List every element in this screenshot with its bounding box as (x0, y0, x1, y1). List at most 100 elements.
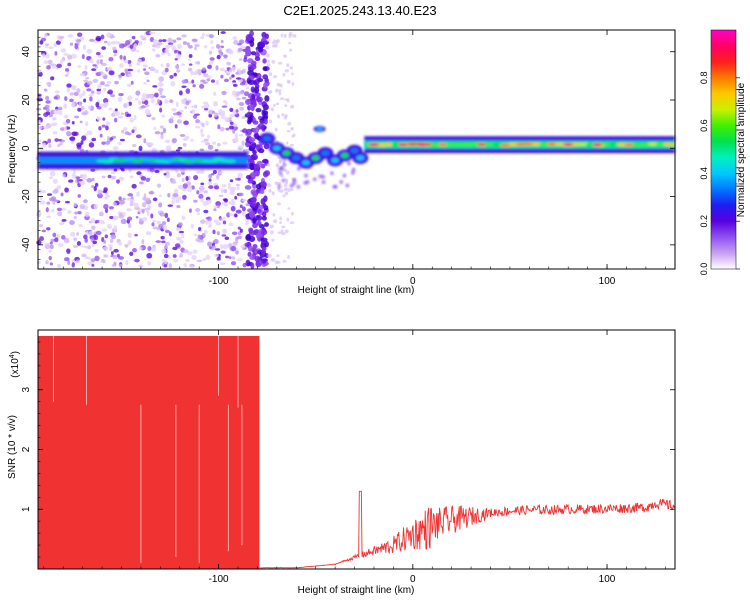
noise-speckle (286, 129, 291, 133)
noise-speckle (227, 183, 232, 187)
noise-speckle (250, 86, 255, 93)
noise-speckle (76, 88, 81, 94)
noise-speckle (110, 94, 116, 98)
noise-speckle (190, 223, 194, 229)
noise-speckle (161, 240, 166, 244)
noise-speckle (226, 212, 231, 218)
noise-speckle (176, 119, 182, 124)
noise-speckle (59, 141, 63, 146)
noise-speckle (129, 175, 134, 179)
noise-speckle (286, 63, 290, 68)
noise-speckle (176, 37, 182, 41)
noise-speckle (100, 34, 105, 40)
noise-speckle (134, 40, 139, 44)
noise-speckle (277, 181, 281, 186)
noise-speckle (199, 148, 205, 152)
trace-blob (272, 145, 281, 151)
noise-speckle (133, 114, 137, 120)
noise-speckle (174, 124, 178, 129)
noise-speckle (79, 204, 86, 210)
noise-speckle (234, 195, 238, 200)
noise-speckle (172, 254, 177, 258)
snr-xtick-label: 100 (599, 574, 616, 585)
noise-speckle (220, 40, 224, 43)
noise-speckle (112, 215, 119, 221)
noise-speckle (177, 222, 183, 227)
noise-speckle (73, 202, 77, 208)
noise-speckle (36, 119, 41, 123)
noise-speckle (212, 102, 219, 107)
noise-speckle (113, 117, 118, 123)
noise-speckle (274, 39, 279, 45)
noise-speckle (159, 90, 163, 96)
noise-speckle (291, 81, 295, 86)
noise-speckle (91, 225, 96, 231)
noise-speckle (205, 199, 212, 205)
noise-speckle (261, 101, 267, 108)
noise-speckle (182, 137, 189, 142)
noise-speckle (127, 73, 133, 77)
noise-speckle (70, 231, 76, 237)
noise-speckle (114, 110, 120, 117)
noise-speckle (81, 135, 87, 141)
noise-speckle (103, 203, 109, 210)
noise-speckle (237, 258, 243, 262)
noise-speckle (255, 183, 262, 190)
spectrogram-ytick-label: 0 (21, 145, 32, 151)
snr-saturated-band (38, 335, 260, 569)
noise-speckle (71, 262, 75, 268)
noise-speckle (46, 193, 53, 196)
noise-speckle (154, 69, 159, 74)
noise-speckle (101, 46, 107, 50)
noise-speckle (145, 30, 152, 36)
noise-speckle (150, 98, 155, 104)
noise-speckle (205, 219, 209, 225)
noise-speckle (77, 65, 82, 68)
noise-speckle (271, 238, 275, 242)
noise-speckle (262, 66, 268, 72)
noise-speckle (271, 44, 276, 48)
noise-speckle (181, 233, 185, 239)
noise-speckle (266, 163, 271, 167)
noise-speckle (251, 93, 256, 100)
noise-speckle (97, 54, 104, 59)
noise-speckle (156, 183, 162, 188)
noise-speckle (82, 44, 87, 51)
noise-speckle (205, 254, 211, 261)
noise-speckle (200, 168, 205, 175)
noise-speckle (257, 41, 265, 48)
noise-speckle (192, 114, 198, 119)
noise-speckle (101, 175, 106, 179)
noise-speckle (269, 224, 274, 229)
noise-speckle (241, 68, 246, 74)
noise-speckle (254, 52, 260, 58)
noise-speckle (137, 264, 144, 268)
noise-speckle (95, 101, 100, 108)
noise-speckle (123, 55, 127, 61)
spectrogram-xtick-label: 0 (410, 276, 416, 287)
noise-speckle (105, 121, 111, 126)
noise-speckle (54, 138, 59, 142)
noise-speckle (44, 32, 48, 38)
noise-speckle (164, 241, 171, 246)
noise-speckle (289, 143, 295, 147)
noise-speckle (76, 232, 80, 236)
noise-speckle (171, 138, 178, 143)
noise-speckle (220, 244, 224, 249)
noise-speckle (136, 171, 142, 175)
noise-speckle (117, 96, 123, 102)
noise-speckle (97, 189, 103, 195)
spectrogram-heatmap (35, 30, 676, 270)
noise-speckle (271, 59, 275, 64)
noise-speckle (71, 53, 77, 59)
noise-speckle (145, 141, 150, 146)
noise-speckle (111, 264, 116, 267)
noise-speckle (263, 143, 270, 150)
noise-speckle (145, 208, 149, 213)
noise-speckle (273, 103, 276, 108)
noise-speckle (210, 79, 216, 83)
noise-speckle (165, 44, 171, 49)
trace-blob (311, 155, 320, 161)
noise-speckle (182, 41, 187, 45)
noise-speckle (262, 74, 269, 80)
